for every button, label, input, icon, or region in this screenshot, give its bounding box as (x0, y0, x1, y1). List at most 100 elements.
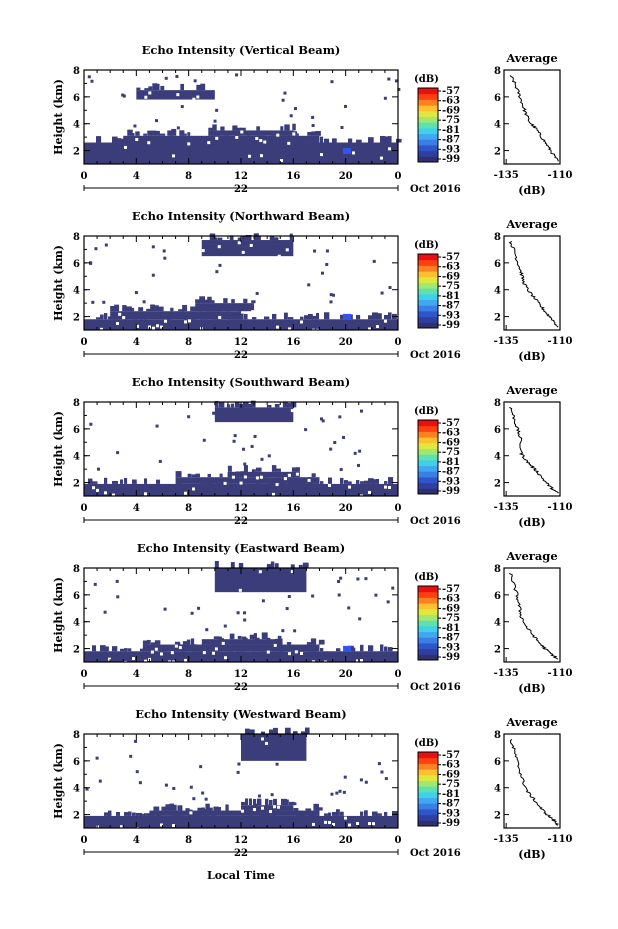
echo-point (289, 250, 293, 254)
echo-speckle (214, 400, 219, 408)
echo-point (267, 454, 271, 458)
echo-speckle (316, 313, 320, 320)
echo-speckle (356, 480, 360, 484)
echo-gap (124, 145, 127, 149)
echo-speckle (152, 83, 158, 91)
average-profile-line (508, 240, 559, 328)
echo-gap (288, 327, 291, 331)
y-tick-label: 8 (73, 66, 80, 77)
colorbar-swatch (418, 654, 438, 661)
colorbar-swatch (418, 774, 438, 781)
echo-speckle (219, 473, 223, 478)
echo-speckle (344, 480, 348, 484)
echo-gap (96, 488, 99, 492)
echo-region (214, 407, 294, 423)
echo-speckle (96, 317, 101, 320)
colorbar-tick-label: -63 (442, 594, 460, 605)
date-label: Oct 2016 (410, 682, 461, 693)
echo-region (227, 471, 300, 478)
echo-speckle (328, 477, 332, 484)
colorbar-tick-label: -99 (442, 652, 460, 663)
echo-gap (287, 141, 291, 145)
echo-region (175, 477, 320, 484)
echo-gap (215, 136, 219, 140)
echo-point (90, 79, 94, 83)
echo-gap (276, 325, 279, 329)
average-title: Average (505, 383, 557, 397)
colorbar-swatch (418, 276, 438, 283)
x-tick-label: 4 (133, 835, 140, 846)
echo-region (110, 311, 242, 320)
echo-speckle (305, 808, 312, 811)
colorbar-swatch (418, 763, 438, 770)
echo-point (172, 786, 176, 790)
colorbar-swatch (418, 442, 438, 449)
average-x-tick-label: -135 (494, 336, 519, 347)
panel-title: Echo Intensity (Southward Beam) (132, 375, 350, 389)
echo-point (287, 595, 291, 599)
echo-speckle (253, 233, 259, 241)
colorbar-tick-label: -57 (442, 750, 460, 761)
day-label: 22 (234, 350, 248, 361)
x-tick-label: 12 (234, 835, 248, 846)
echo-point (293, 107, 297, 111)
echo-point (380, 291, 384, 295)
colorbar-swatch (418, 808, 438, 816)
echo-speckle (234, 402, 240, 408)
echo-speckle (120, 479, 124, 484)
echo-speckle (146, 639, 151, 645)
echo-speckle (156, 83, 160, 91)
echo-speckle (237, 635, 242, 640)
echo-point (135, 770, 139, 774)
average-title: Average (505, 51, 557, 65)
colorbar-tick-label: -81 (442, 291, 460, 302)
echo-point (325, 249, 329, 253)
average-y-tick-label: 2 (494, 479, 501, 490)
echo-speckle (150, 642, 156, 645)
echo-point (320, 271, 324, 275)
average-y-tick-label: 2 (494, 645, 501, 656)
echo-point (192, 797, 196, 801)
x-tick-label: 0 (81, 669, 88, 680)
echo-speckle (295, 467, 300, 472)
echo-region (149, 810, 320, 816)
echo-speckle (348, 481, 352, 484)
panel-title: Echo Intensity (Vertical Beam) (142, 43, 341, 57)
echo-point (359, 778, 363, 782)
echo-point (187, 415, 191, 419)
echo-gap (172, 154, 175, 158)
echo-speckle (173, 804, 177, 811)
echo-gap (368, 490, 371, 494)
echo-speckle (227, 465, 232, 472)
echo-gap (295, 472, 299, 476)
echo-speckle (278, 638, 283, 645)
echo-speckle (196, 84, 202, 91)
x-tick-label: 0 (395, 669, 402, 680)
average-y-tick-label: 4 (494, 784, 501, 795)
x-tick-label: 20 (339, 669, 353, 680)
echo-gap (380, 156, 383, 160)
colorbar-tick-label: -99 (442, 154, 460, 165)
echo-speckle (360, 481, 366, 484)
echo-speckle (241, 801, 247, 806)
echo-point (308, 136, 312, 140)
echo-speckle (280, 126, 284, 131)
echo-speckle (108, 810, 112, 816)
echo-gap (218, 315, 222, 319)
echo-point (333, 441, 337, 445)
echo-gap (248, 154, 251, 158)
echo-point (353, 451, 357, 455)
echo-speckle (104, 646, 109, 652)
average-y-tick-label: 4 (494, 618, 501, 629)
echo-gap (221, 641, 225, 645)
echo-speckle (170, 307, 174, 312)
x-tick-label: 8 (185, 835, 192, 846)
average-x-label: (dB) (518, 350, 545, 363)
date-label: Oct 2016 (410, 184, 461, 195)
echo-gap (320, 153, 323, 157)
echo-point (233, 434, 237, 438)
echo-gap (300, 320, 303, 324)
y-tick-label: 4 (73, 784, 80, 795)
echo-point (342, 790, 346, 794)
echo-gap (283, 477, 287, 481)
